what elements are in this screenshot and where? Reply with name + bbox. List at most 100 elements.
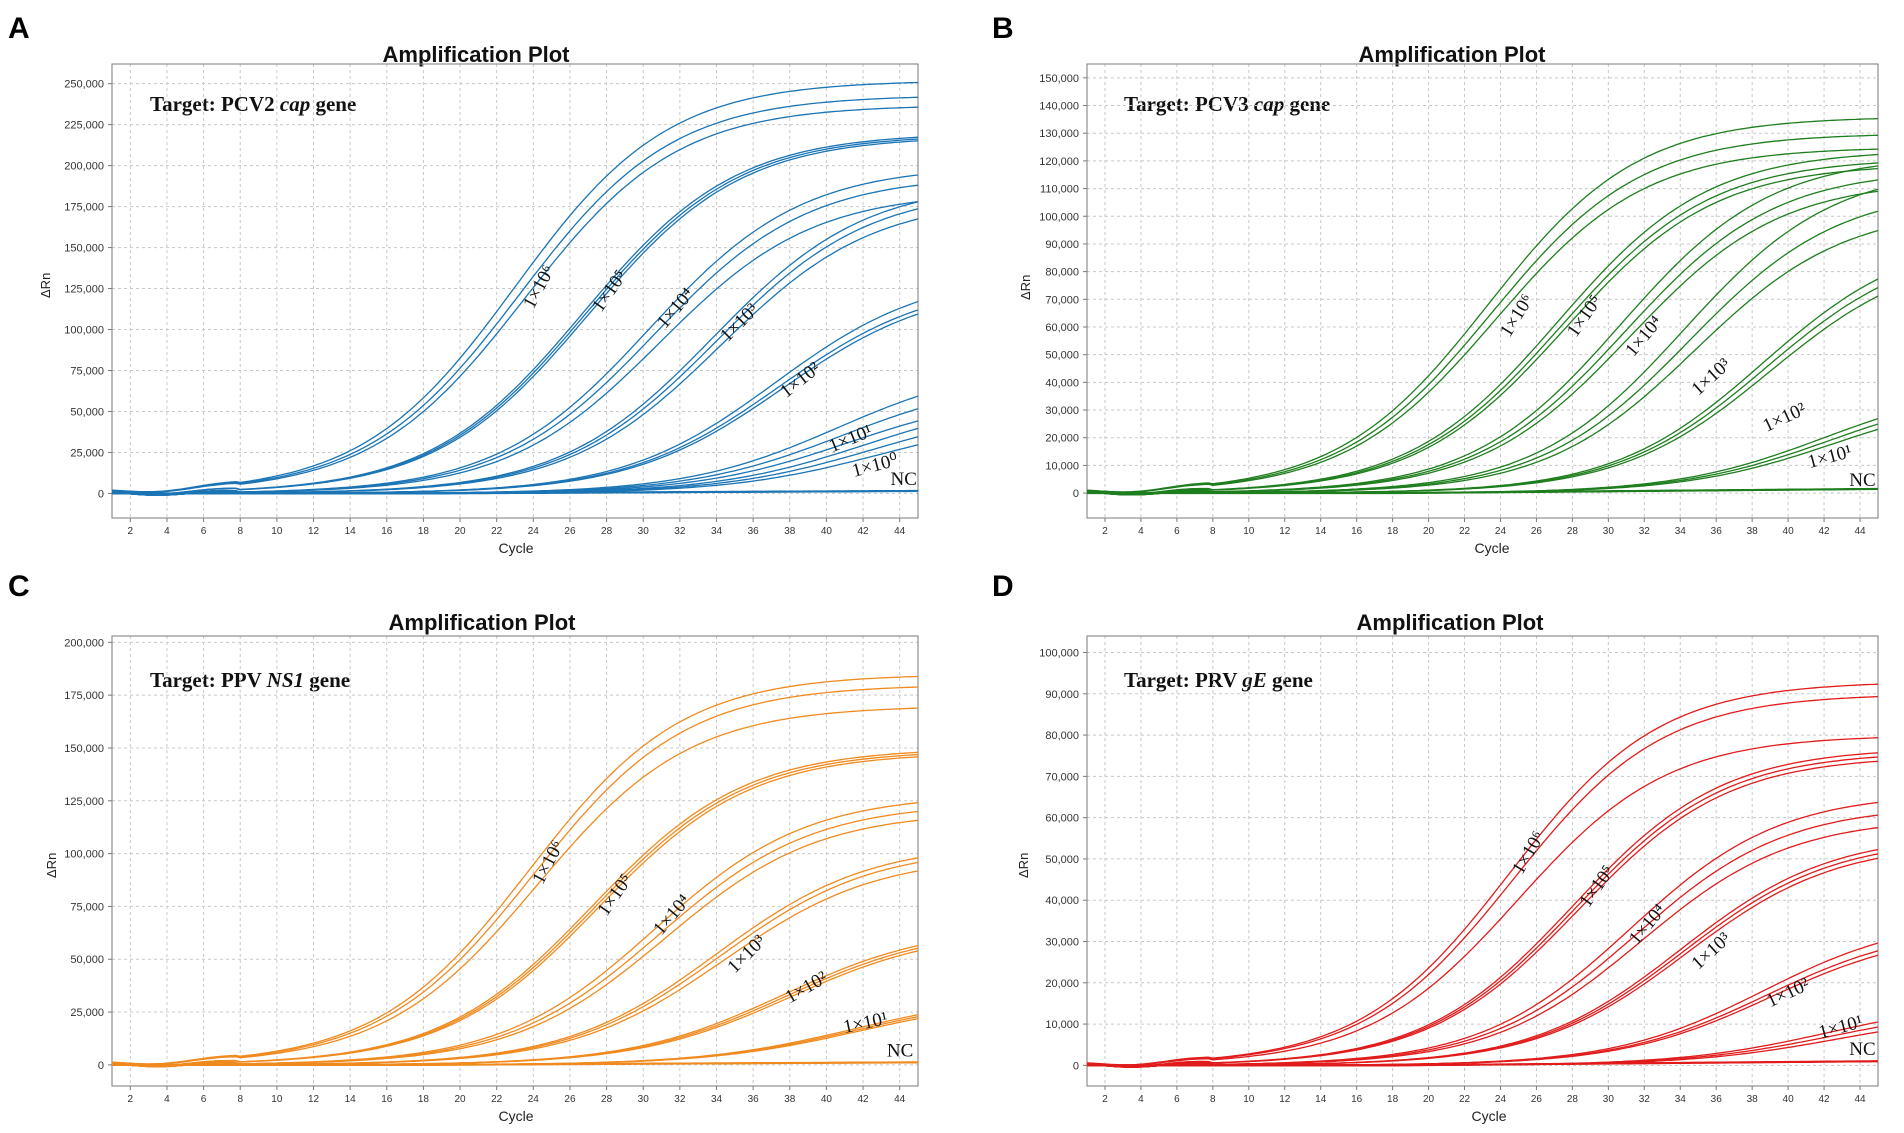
x-tick-label: 28 — [1567, 526, 1579, 537]
x-tick-label: 38 — [1747, 1094, 1759, 1105]
y-tick-label: 75,000 — [70, 901, 104, 913]
x-tick-label: 10 — [1243, 526, 1255, 537]
y-tick-label: 150,000 — [64, 243, 104, 255]
y-tick-label: 175,000 — [64, 202, 104, 214]
x-tick-label: 2 — [128, 1094, 134, 1105]
x-tick-label: 22 — [491, 526, 503, 537]
amplification-curve — [112, 686, 918, 1065]
amplification-plot: 2 4 6 8 10 12 14 16 18 20 22 24 26 28 30 32 34 36 38 40 42 44… — [1039, 635, 1879, 1105]
x-axis-label: Cycle — [1471, 1108, 1507, 1124]
y-tick-label: 75,000 — [70, 365, 104, 377]
amplification-curve — [1087, 683, 1878, 1066]
x-tick-label: 6 — [201, 1094, 207, 1105]
amplification-curve — [1087, 487, 1878, 494]
amplification-curve — [112, 201, 918, 496]
x-tick-label: 12 — [308, 1094, 320, 1105]
amplification-curve — [1087, 760, 1878, 1068]
amplification-curve — [1087, 167, 1878, 495]
amplification-curve — [112, 96, 918, 493]
x-tick-label: 26 — [1531, 526, 1543, 537]
x-tick-label: 40 — [1783, 1094, 1795, 1105]
x-tick-label: 12 — [1279, 526, 1291, 537]
amplification-curve — [1087, 752, 1878, 1067]
x-tick-label: 4 — [1138, 1094, 1144, 1105]
target-label: Target: PCV3 cap gene — [1124, 92, 1331, 116]
x-tick-label: 4 — [164, 1094, 170, 1105]
x-tick-label: 2 — [1102, 1094, 1108, 1105]
amplification-curve — [1087, 117, 1878, 493]
x-tick-label: 28 — [601, 1094, 613, 1105]
plot-frame — [111, 63, 919, 519]
y-tick-label: 50,000 — [70, 406, 104, 418]
x-tick-label: 32 — [1639, 526, 1651, 537]
amplification-curve — [112, 1061, 918, 1066]
y-tick-label: 60,000 — [1045, 813, 1079, 825]
target-label: Target: PPV NS1 gene — [150, 668, 351, 692]
amplification-curve — [1087, 848, 1878, 1068]
y-tick-label: 30,000 — [1045, 937, 1079, 949]
y-tick-label: 70,000 — [1045, 294, 1079, 306]
y-axis-label: ΔRn — [1018, 274, 1033, 300]
x-tick-label: 36 — [748, 1094, 760, 1105]
x-tick-label: 30 — [1603, 526, 1615, 537]
x-tick-label: 42 — [1819, 526, 1831, 537]
x-tick-label: 38 — [1747, 526, 1759, 537]
y-tick-label: 175,000 — [64, 690, 104, 702]
x-tick-label: 18 — [418, 1094, 430, 1105]
amplification-curve — [112, 756, 918, 1067]
x-tick-label: 36 — [1711, 1094, 1723, 1105]
y-axis-label: ΔRn — [1016, 852, 1031, 878]
amplification-curve — [1087, 695, 1878, 1066]
x-tick-label: 14 — [1315, 526, 1327, 537]
x-tick-label: 12 — [1279, 1094, 1291, 1105]
x-tick-label: 34 — [711, 526, 723, 537]
y-tick-label: 25,000 — [70, 1007, 104, 1019]
y-axis-label: ΔRn — [44, 852, 59, 878]
x-tick-label: 42 — [1819, 1094, 1831, 1105]
series-label: 1×10¹ — [826, 421, 876, 457]
amplification-curve — [1087, 814, 1878, 1068]
x-tick-label: 10 — [271, 526, 283, 537]
amplification-curve — [112, 136, 918, 495]
x-tick-label: 22 — [491, 1094, 503, 1105]
y-tick-label: 125,000 — [64, 284, 104, 296]
y-tick-label: 120,000 — [1039, 156, 1079, 168]
amplification-curve — [1087, 942, 1878, 1068]
x-tick-label: 10 — [271, 1094, 283, 1105]
amplification-curve — [112, 174, 918, 496]
x-tick-label: 42 — [857, 526, 869, 537]
x-tick-label: 22 — [1459, 526, 1471, 537]
series-group — [112, 81, 918, 496]
amplification-plot: 2 4 6 8 10 12 14 16 18 20 22 24 26 28 30 32 34 36 38 40 42 44… — [64, 635, 919, 1105]
x-tick-label: 20 — [1423, 1094, 1435, 1105]
y-tick-label: 50,000 — [70, 954, 104, 966]
x-tick-label: 38 — [784, 526, 796, 537]
amplification-curve — [1087, 148, 1878, 493]
amplification-curve — [1087, 827, 1878, 1068]
y-tick-label: 80,000 — [1045, 730, 1079, 742]
x-tick-label: 26 — [1531, 1094, 1543, 1105]
y-tick-label: 90,000 — [1045, 689, 1079, 701]
x-tick-label: 14 — [345, 1094, 357, 1105]
y-tick-label: 70,000 — [1045, 771, 1079, 783]
plot-frame — [111, 635, 919, 1087]
x-tick-label: 8 — [1210, 526, 1216, 537]
y-tick-label: 90,000 — [1045, 239, 1079, 251]
amplification-curve — [1087, 1021, 1878, 1068]
x-tick-label: 24 — [1495, 1094, 1507, 1105]
series-label: 1×10² — [782, 967, 832, 1008]
y-tick-label: 0 — [98, 1060, 104, 1072]
panel-label: C — [8, 570, 30, 603]
y-tick-label: 10,000 — [1045, 460, 1079, 472]
x-tick-label: 28 — [1567, 1094, 1579, 1105]
series-group — [1087, 117, 1878, 496]
y-tick-label: 200,000 — [64, 161, 104, 173]
x-tick-label: 30 — [638, 1094, 650, 1105]
series-label: 1×10³ — [716, 299, 763, 346]
panel-label: A — [8, 12, 30, 45]
y-tick-label: 30,000 — [1045, 405, 1079, 417]
amplification-curve — [1087, 801, 1878, 1068]
y-tick-label: 150,000 — [64, 743, 104, 755]
x-tick-label: 34 — [1675, 1094, 1687, 1105]
x-tick-label: 44 — [894, 526, 906, 537]
